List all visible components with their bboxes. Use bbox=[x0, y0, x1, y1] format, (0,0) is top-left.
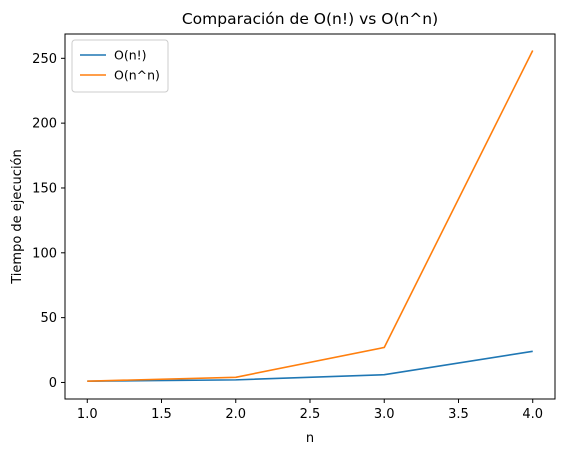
y-axis-ticks: 0 50 100 150 200 250 bbox=[32, 52, 65, 391]
x-tick-label: 2.0 bbox=[225, 407, 246, 422]
x-tick-label: 1.5 bbox=[151, 407, 172, 422]
y-axis-label: Tiempo de ejecución bbox=[10, 149, 25, 284]
legend-label: O(n!) bbox=[114, 48, 147, 63]
y-tick-label: 0 bbox=[49, 376, 57, 391]
x-axis-ticks: 1.0 1.5 2.0 2.5 3.0 3.5 4.0 bbox=[77, 399, 543, 422]
x-tick-label: 3.0 bbox=[374, 407, 395, 422]
legend-box bbox=[71, 39, 169, 93]
y-tick-label: 150 bbox=[32, 181, 57, 196]
x-tick-label: 1.0 bbox=[77, 407, 98, 422]
x-axis-label: n bbox=[306, 431, 314, 446]
legend-label: O(n^n) bbox=[114, 68, 160, 83]
x-tick-label: 2.5 bbox=[300, 407, 321, 422]
x-tick-label: 4.0 bbox=[522, 407, 543, 422]
series-layer bbox=[87, 50, 534, 382]
y-tick-label: 50 bbox=[40, 311, 57, 326]
legend: O(n!) O(n^n) bbox=[71, 39, 169, 93]
x-tick-label: 3.5 bbox=[448, 407, 469, 422]
chart-title: Comparación de O(n!) vs O(n^n) bbox=[182, 10, 438, 28]
y-tick-label: 100 bbox=[32, 246, 57, 261]
series-line bbox=[87, 350, 533, 382]
y-tick-label: 250 bbox=[32, 52, 57, 67]
y-tick-label: 200 bbox=[32, 117, 57, 132]
series-line bbox=[87, 50, 534, 382]
